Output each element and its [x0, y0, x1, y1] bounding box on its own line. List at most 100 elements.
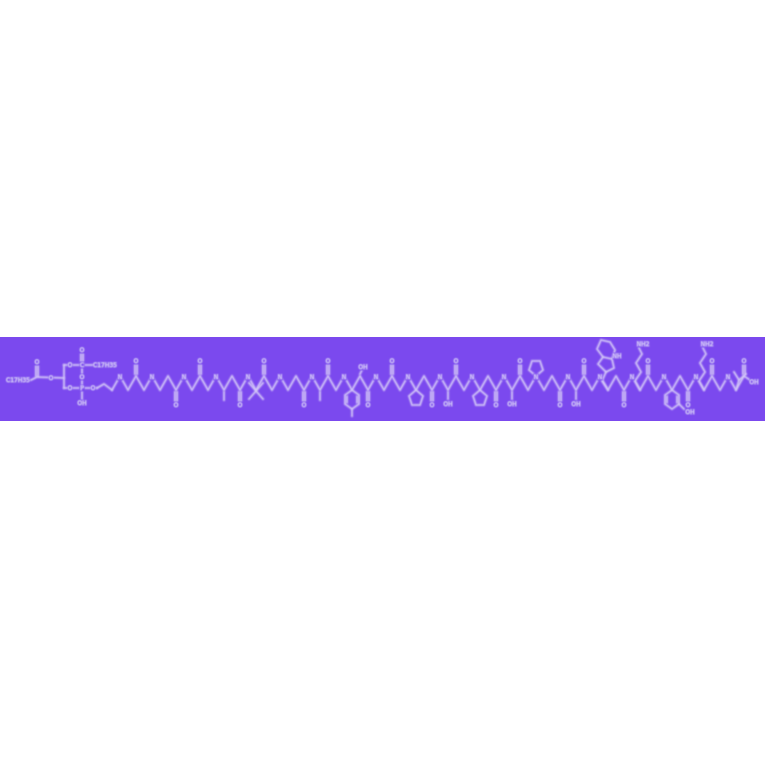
atom-label-glow: N	[278, 374, 283, 381]
atom-label-glow: O	[582, 358, 587, 365]
atom-label-glow: O	[302, 402, 307, 409]
atom-label-bg	[700, 340, 714, 348]
atom-label-glow: O	[174, 402, 179, 409]
atom-label: O	[326, 358, 331, 365]
atom-label-glow: N	[534, 374, 539, 381]
atom-label-bg	[685, 408, 695, 416]
atom-label-bg	[79, 384, 85, 392]
atom-label-glow: N	[182, 374, 187, 381]
atom-label-bg	[358, 363, 368, 371]
atom-label-glow: O	[198, 358, 203, 365]
atom-label-bg	[453, 357, 459, 365]
atom-label-glow: C17H35	[6, 377, 30, 384]
atom-label-glow: O	[494, 402, 499, 409]
atom-label-bg	[79, 346, 85, 354]
atom-label-bg	[693, 373, 699, 381]
atom-label: N	[694, 374, 699, 381]
atom-label: O	[622, 402, 627, 409]
atom-label: OH	[77, 400, 86, 407]
atom-label-glow: OH	[358, 364, 367, 371]
atom-label: N	[246, 374, 251, 381]
atom-label-glow: O	[622, 402, 627, 409]
atom-label: O	[646, 358, 651, 365]
atom-label-glow: N	[310, 374, 315, 381]
atom-label-glow: N	[502, 374, 507, 381]
atom-label: OH	[685, 409, 694, 416]
atom-label-bg	[429, 401, 435, 409]
atom-label-bg	[93, 361, 117, 369]
atom-label-glow: O	[326, 358, 331, 365]
atom-label-bg	[612, 352, 622, 360]
bond	[96, 383, 113, 391]
atom-label-bg	[493, 401, 499, 409]
atom-label-glow: O	[49, 375, 54, 382]
atom-label-glow: N	[374, 374, 379, 381]
atom-label: O	[686, 402, 691, 409]
atom-label-bg	[261, 357, 267, 365]
atom-label-bg	[507, 400, 517, 408]
atom-label-bg	[67, 361, 73, 369]
atom-label-glow: O	[262, 358, 267, 365]
atom-label-glow: OH	[507, 401, 516, 408]
atom-label: OH	[443, 401, 452, 408]
atom-label-bg	[709, 357, 715, 365]
atom-label: O	[454, 358, 459, 365]
atom-label-bg	[741, 357, 747, 365]
bond	[678, 403, 685, 410]
atom-label-glow: N	[406, 374, 411, 381]
atom-label: O	[262, 358, 267, 365]
atom-label-bg	[437, 373, 443, 381]
atom-label-bg	[325, 357, 331, 365]
atom-label: N	[374, 374, 379, 381]
atom-label: O	[430, 402, 435, 409]
atom-label: O	[198, 358, 203, 365]
atom-label-bg	[373, 373, 379, 381]
atom-label-glow: NH	[613, 353, 622, 360]
bond	[408, 389, 424, 406]
atom-label-bg	[34, 358, 40, 366]
atom-label-glow: O	[68, 385, 73, 392]
atom-label: N	[726, 374, 731, 381]
bond	[738, 373, 747, 381]
atom-label: C	[80, 362, 84, 369]
bond	[30, 376, 65, 381]
atom-label-bg	[79, 361, 85, 369]
atom-label-glow: N	[662, 374, 667, 381]
atom-label-bg	[517, 357, 523, 365]
bond	[597, 356, 615, 373]
atom-label-bg	[501, 373, 507, 381]
atom-label-glow: O	[80, 374, 85, 381]
atom-label: OH	[507, 401, 516, 408]
atom-label: N	[118, 374, 123, 381]
atom-label-glow: N	[118, 374, 123, 381]
atom-label: OH	[571, 401, 580, 408]
atom-label-bg	[79, 373, 85, 381]
atom-label: N	[566, 374, 571, 381]
atom-label: N	[278, 374, 283, 381]
atom-label: O	[91, 385, 96, 392]
atom-label-bg	[197, 357, 203, 365]
atom-label: O	[390, 358, 395, 365]
atom-label-bg	[213, 373, 219, 381]
atom-label-glow: N	[630, 374, 635, 381]
atom-label: C17H35	[6, 377, 30, 384]
atom-label-glow: OH	[749, 379, 758, 386]
bond	[743, 375, 751, 381]
bond	[664, 389, 680, 410]
atom-label-glow: N	[726, 374, 731, 381]
atom-label: N	[470, 374, 475, 381]
atom-label: N	[406, 374, 411, 381]
atom-label-glow: O	[91, 385, 96, 392]
atom-label-glow: C	[80, 362, 84, 369]
atom-label: N	[630, 374, 635, 381]
atom-label-glow: NH2	[701, 341, 714, 348]
atom-label-glow: O	[238, 402, 243, 409]
atom-label: OH	[749, 379, 758, 386]
atom-label: N	[438, 374, 443, 381]
atom-label-bg	[133, 357, 139, 365]
atom-label: OH	[358, 364, 367, 371]
atom-label-bg	[597, 373, 603, 381]
atom-label-bg	[469, 373, 475, 381]
atom-label: N	[662, 374, 667, 381]
